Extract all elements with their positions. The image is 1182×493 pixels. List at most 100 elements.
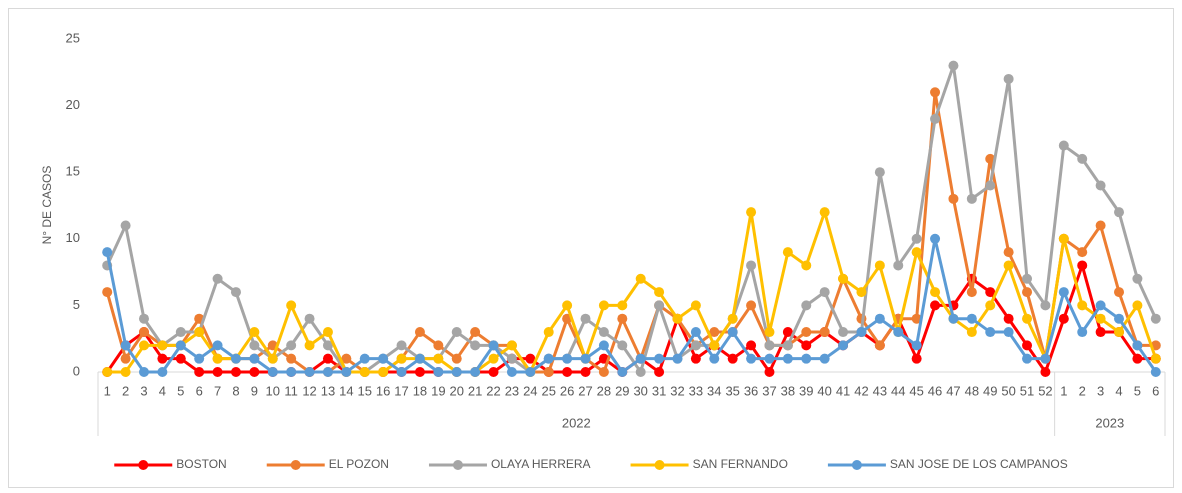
data-point [838, 340, 849, 351]
data-point [764, 367, 775, 377]
data-point [157, 340, 168, 351]
data-point [562, 300, 573, 311]
data-point [1095, 220, 1106, 231]
legend-label: BOSTON [176, 457, 226, 471]
x-tick-label: 43 [873, 383, 887, 398]
x-tick-label: 24 [523, 383, 537, 398]
x-tick-label: 6 [196, 383, 203, 398]
data-point [966, 327, 977, 338]
legend-label: OLAYA HERRERA [491, 457, 591, 471]
group-label: 2022 [562, 415, 591, 430]
data-point [709, 353, 720, 364]
data-point [801, 340, 812, 351]
x-tick-label: 11 [284, 383, 298, 398]
data-point [102, 367, 113, 377]
data-point [230, 287, 241, 298]
data-point [598, 340, 609, 351]
data-point [801, 300, 812, 311]
data-point [1077, 153, 1088, 164]
data-point [654, 287, 665, 298]
data-point [727, 313, 738, 324]
x-tick-label: 6 [1152, 383, 1159, 398]
data-point [249, 340, 260, 351]
data-point [1022, 287, 1033, 298]
x-tick-label: 14 [339, 383, 353, 398]
data-point [543, 367, 554, 377]
x-tick-label: 1 [104, 383, 111, 398]
x-tick-label: 7 [214, 383, 221, 398]
data-point [746, 260, 757, 271]
data-point [1022, 313, 1033, 324]
data-point [543, 353, 554, 364]
data-point [1077, 300, 1088, 311]
x-tick-label: 50 [1001, 383, 1015, 398]
data-point [893, 260, 904, 271]
data-point [175, 353, 186, 364]
data-point [341, 367, 352, 377]
data-point [635, 367, 646, 377]
x-tick-label: 20 [449, 383, 463, 398]
data-point [286, 340, 297, 351]
x-tick-label: 36 [744, 383, 758, 398]
legend-label: SAN FERNANDO [693, 457, 788, 471]
x-tick-label: 1 [1060, 383, 1067, 398]
x-tick-label: 27 [578, 383, 592, 398]
data-point [1132, 273, 1143, 284]
x-tick-label: 49 [983, 383, 997, 398]
data-point [433, 367, 444, 377]
data-point [709, 327, 720, 338]
x-tick-label: 9 [251, 383, 258, 398]
data-point [1114, 327, 1125, 338]
data-point [102, 247, 113, 258]
data-point [359, 367, 370, 377]
data-point [819, 207, 830, 218]
x-tick-label: 45 [909, 383, 923, 398]
data-point [1114, 313, 1125, 324]
data-point [194, 353, 205, 364]
data-point [1095, 327, 1106, 338]
data-point [819, 327, 830, 338]
x-tick-label: 4 [1115, 383, 1122, 398]
data-point [1150, 367, 1161, 377]
data-point [396, 353, 407, 364]
x-tick-label: 40 [817, 383, 831, 398]
data-point [304, 367, 315, 377]
data-point [543, 327, 554, 338]
x-tick-label: 41 [836, 383, 850, 398]
data-point [157, 367, 168, 377]
series-line [105, 64, 1158, 374]
legend-marker [654, 460, 665, 470]
data-point [911, 313, 922, 324]
data-point [506, 340, 517, 351]
data-point [1003, 247, 1014, 258]
data-point [414, 367, 425, 377]
x-tick-label: 21 [468, 383, 482, 398]
data-point [1058, 313, 1069, 324]
data-point [470, 340, 481, 351]
group-label: 2023 [1095, 415, 1124, 430]
x-tick-label: 38 [781, 383, 795, 398]
x-tick-label: 16 [376, 383, 390, 398]
data-point [120, 220, 131, 231]
data-point [617, 313, 628, 324]
x-tick-label: 18 [413, 383, 427, 398]
data-point [488, 353, 499, 364]
x-tick-label: 48 [965, 383, 979, 398]
data-point [470, 327, 481, 338]
data-point [286, 353, 297, 364]
data-point [598, 300, 609, 311]
x-tick-label: 22 [486, 383, 500, 398]
data-point [985, 180, 996, 191]
data-point [249, 353, 260, 364]
data-point [617, 367, 628, 377]
x-tick-label: 5 [177, 383, 184, 398]
x-tick-label: 35 [725, 383, 739, 398]
data-point [985, 327, 996, 338]
data-point [212, 367, 223, 377]
x-tick-label: 10 [266, 383, 280, 398]
data-point [782, 247, 793, 258]
x-tick-label: 47 [946, 383, 960, 398]
data-point [1003, 260, 1014, 271]
data-point [985, 287, 996, 298]
data-point [378, 353, 389, 364]
